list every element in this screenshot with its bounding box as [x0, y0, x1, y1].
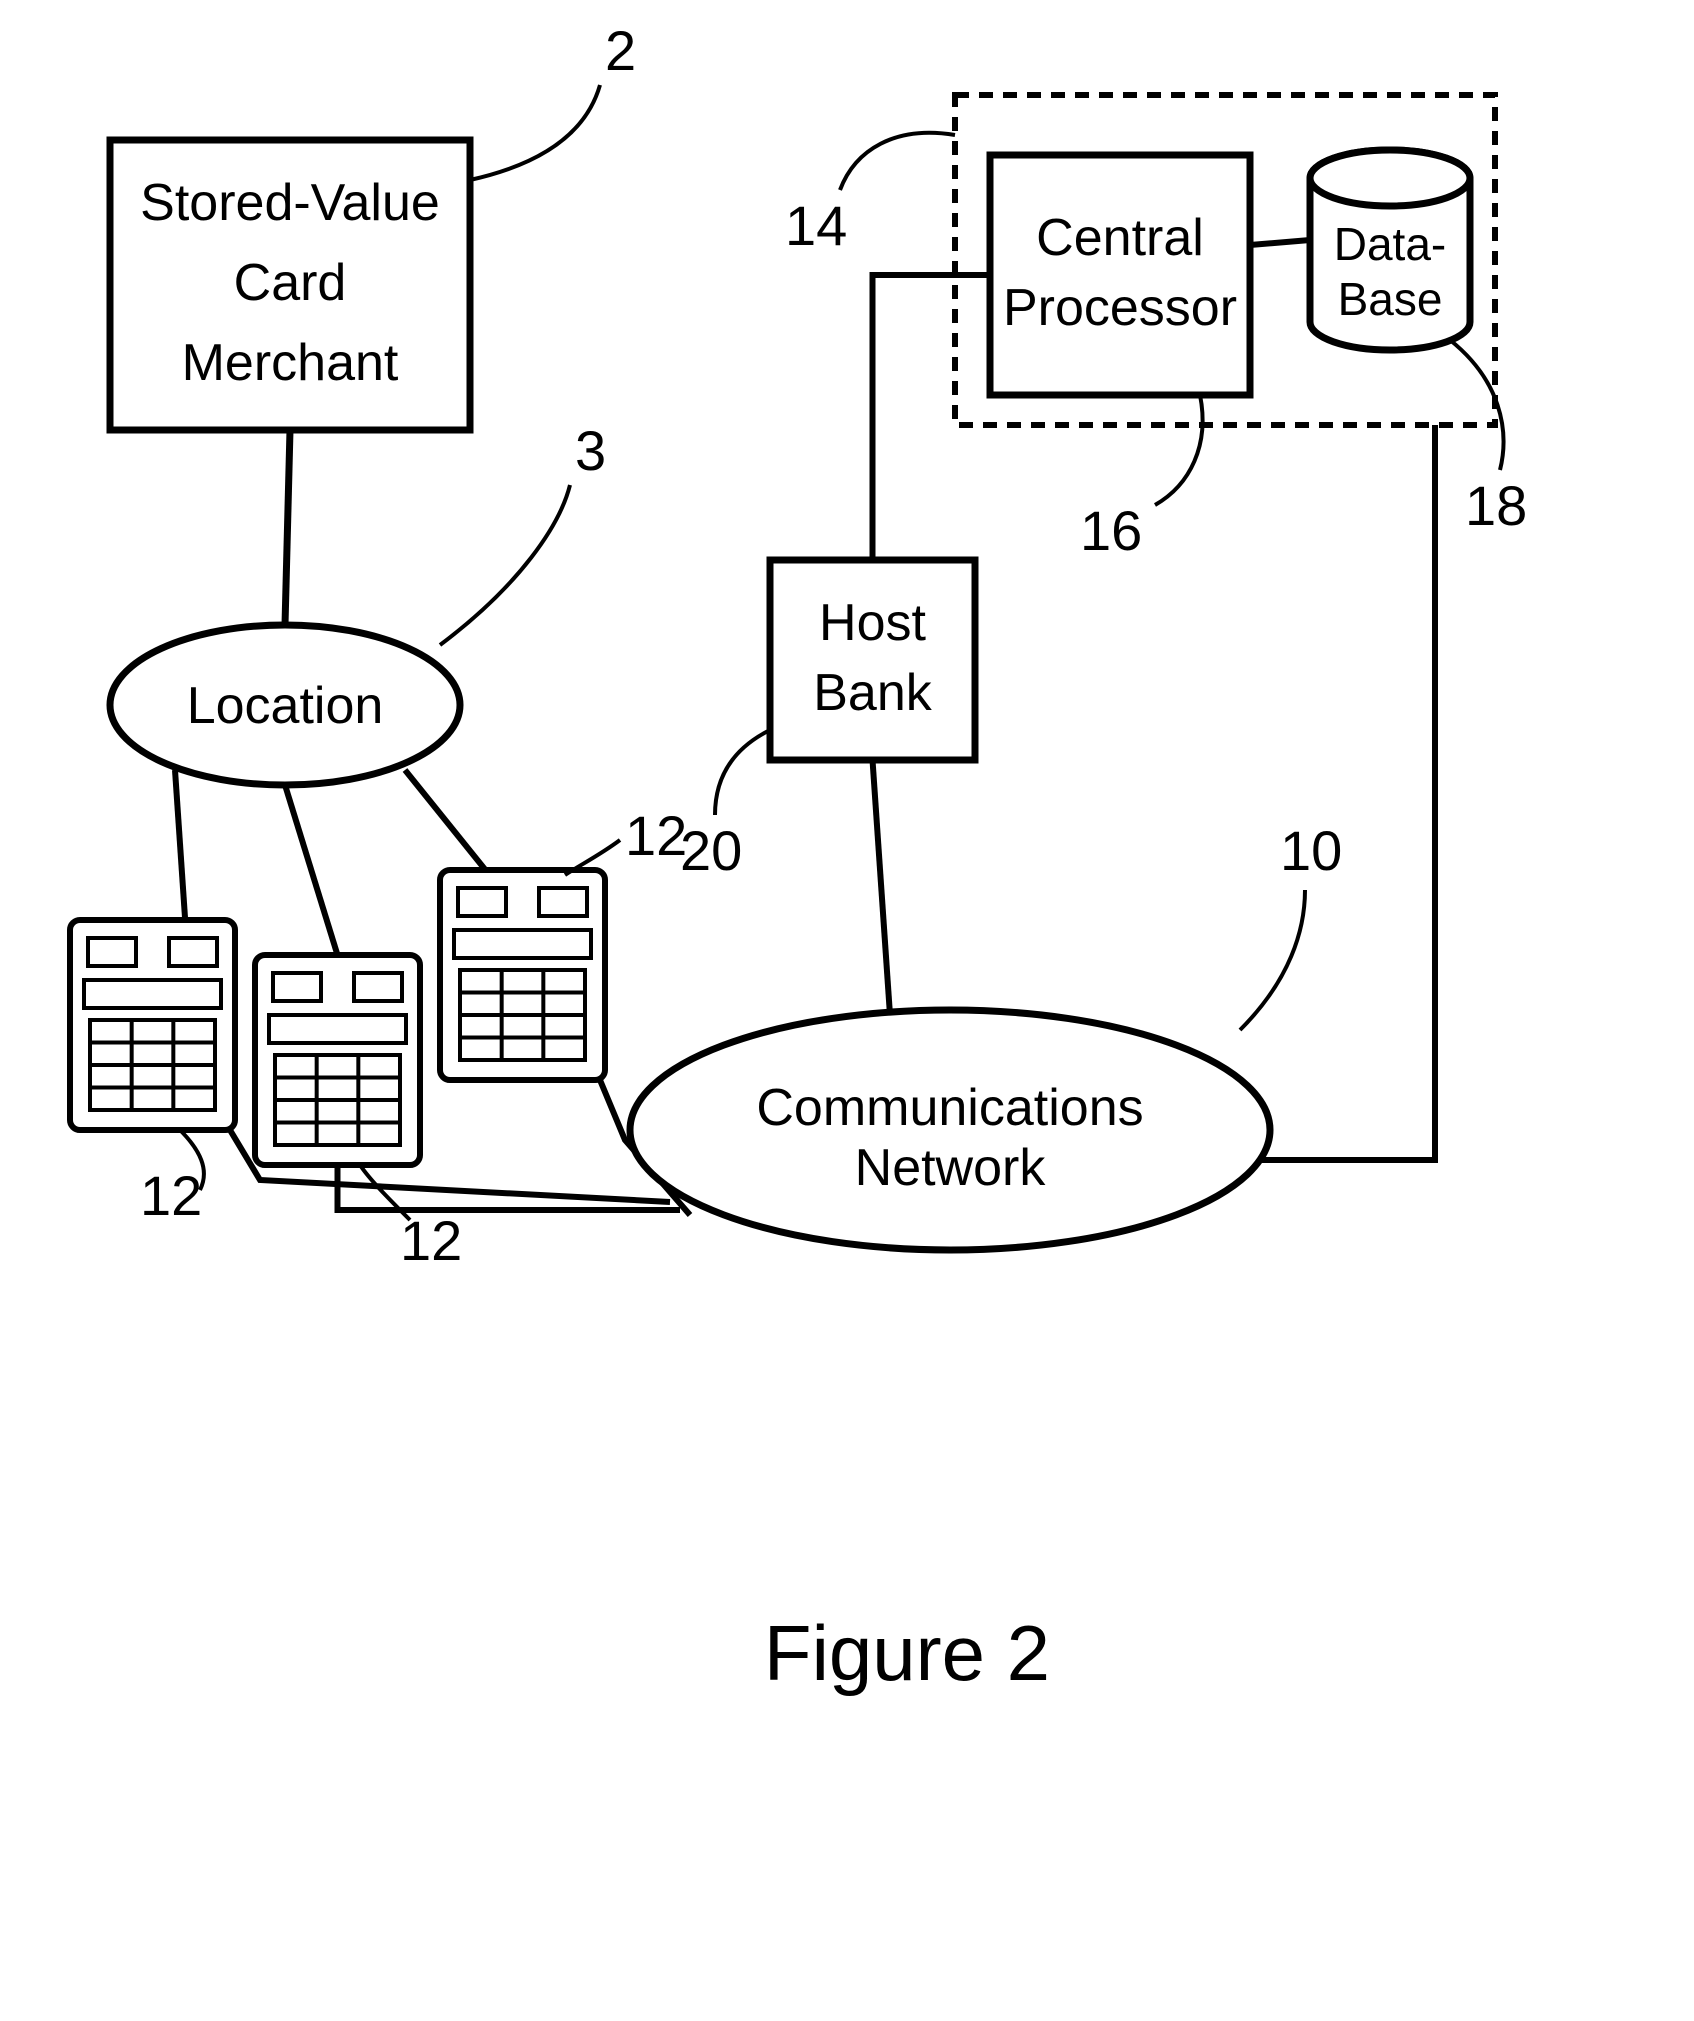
cpu-l2: Processor	[1003, 279, 1237, 337]
system14-ref: 14	[785, 194, 847, 257]
terminal-3	[440, 870, 605, 1080]
cpu-l1: Central	[1036, 209, 1204, 267]
merchant-line2: Card	[234, 254, 347, 312]
terminal-1	[70, 920, 235, 1130]
terminal3-ref: 12	[625, 804, 687, 867]
hostbank-l1: Host	[819, 594, 926, 652]
merchant-line3: Merchant	[182, 334, 399, 392]
location-ref: 3	[575, 419, 606, 482]
connector	[285, 430, 290, 625]
location-label: Location	[187, 677, 384, 735]
db-ref: 18	[1465, 474, 1527, 537]
connector	[1250, 240, 1310, 245]
comm-net-ref: 10	[1280, 819, 1342, 882]
figure-label: Figure 2	[764, 1609, 1050, 1697]
terminal-2	[255, 955, 420, 1165]
leader-line	[440, 485, 570, 645]
hostbank-ref: 20	[680, 819, 742, 882]
leader-line	[470, 85, 600, 180]
central-processor-box	[990, 155, 1250, 395]
comm-net-l2: Network	[855, 1139, 1047, 1197]
leader-line	[1155, 395, 1203, 505]
cpu-ref: 16	[1080, 499, 1142, 562]
merchant-ref: 2	[605, 19, 636, 82]
connector	[285, 785, 338, 955]
leader-line	[840, 133, 955, 190]
connector	[1255, 425, 1435, 1160]
connector	[405, 770, 490, 875]
host-bank-box	[770, 560, 975, 760]
leader-line	[1240, 890, 1305, 1030]
connector	[175, 770, 186, 925]
db-l2: Base	[1338, 273, 1443, 325]
terminal1-ref: 12	[140, 1164, 202, 1227]
hostbank-l2: Bank	[813, 664, 933, 722]
connector	[873, 760, 891, 1015]
merchant-line1: Stored-Value	[140, 174, 440, 232]
connector	[873, 275, 991, 560]
leader-line	[715, 730, 770, 815]
comm-net-l1: Communications	[756, 1079, 1143, 1137]
db-l1: Data-	[1334, 218, 1446, 270]
